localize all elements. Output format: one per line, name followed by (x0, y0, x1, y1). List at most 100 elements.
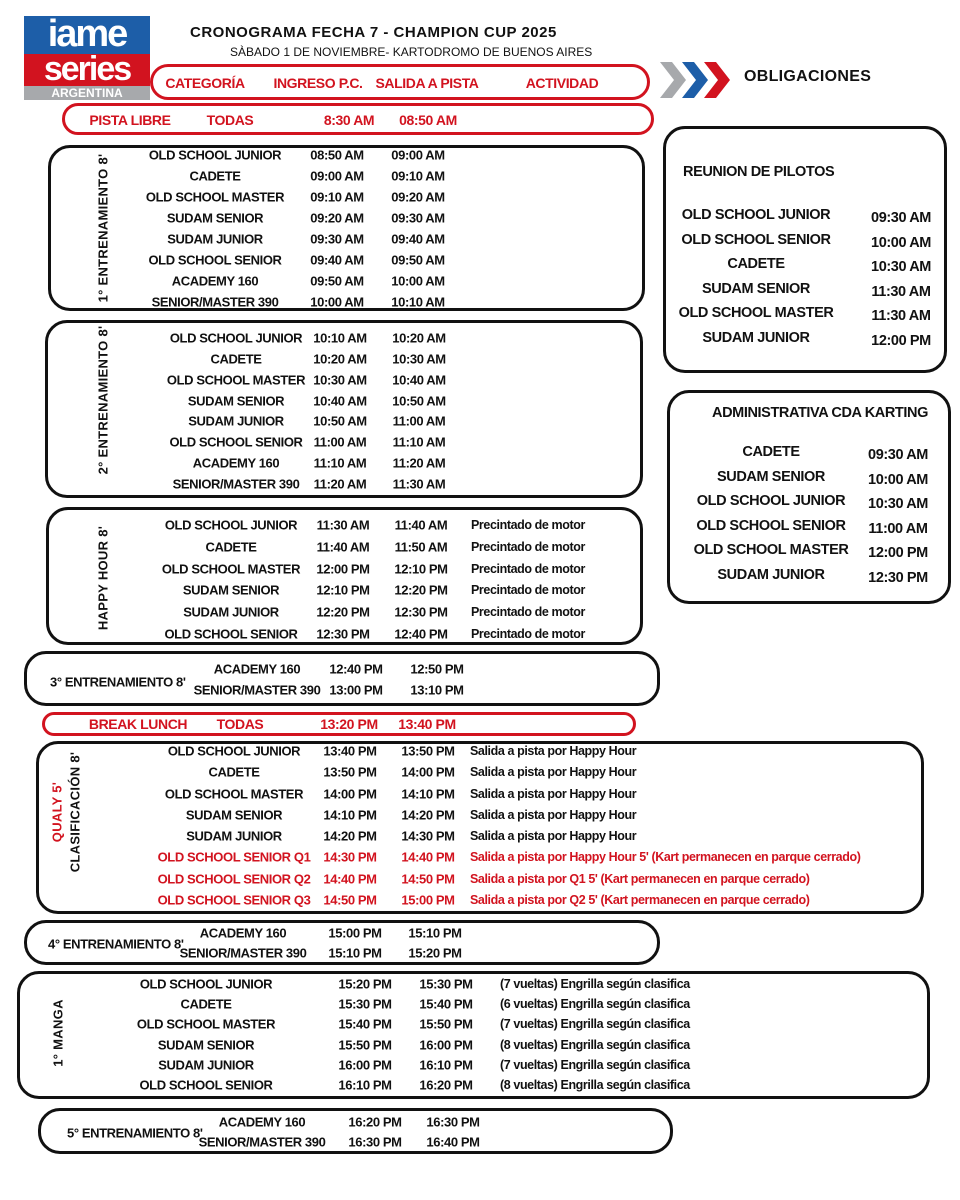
obligation-time: 09:30 AM (868, 447, 928, 463)
salida-time: 10:00 AM (391, 273, 445, 289)
page-subtitle: SÀBADO 1 DE NOVIEMBRE- KARTODROMO DE BUE… (230, 45, 593, 59)
session-block (17, 971, 930, 1099)
category: SUDAM JUNIOR (188, 413, 284, 429)
pista-libre-cat: TODAS (206, 112, 254, 128)
category: OLD SCHOOL SENIOR Q2 (157, 871, 311, 887)
category: SUDAM SENIOR (187, 393, 285, 409)
ingreso-time: 10:20 AM (313, 351, 367, 367)
pista-libre-out: 08:50 AM (399, 112, 457, 128)
ingreso-time: 10:40 AM (313, 393, 367, 409)
obligation-time: 11:30 AM (871, 308, 931, 325)
obligation-category: CADETE (742, 444, 800, 460)
activity: (7 vueltas) Engrilla según clasifica (500, 977, 690, 991)
activity: Salida a pista por Happy Hour (470, 786, 637, 801)
category: OLD SCHOOL JUNIOR (148, 147, 282, 163)
ingreso-time: 14:20 PM (323, 828, 377, 844)
obligation-time: 12:00 PM (871, 333, 931, 349)
obligation-time: 11:00 AM (868, 520, 928, 537)
activity: (6 vueltas) Engrilla según clasifica (500, 997, 690, 1012)
activity: Precintado de motor (471, 583, 585, 598)
activity: Precintado de motor (471, 605, 585, 620)
obligation-time: 09:30 AM (871, 210, 931, 226)
break-lunch-out: 13:40 PM (398, 716, 456, 732)
obligation-time: 10:30 AM (871, 259, 931, 276)
session-label: 1° MANGA (50, 999, 66, 1067)
ingreso-time: 14:50 PM (323, 892, 377, 908)
category: CADETE (208, 764, 260, 780)
category: OLD SCHOOL SENIOR Q3 (157, 892, 311, 908)
salida-time: 11:00 AM (392, 413, 446, 429)
session-sublabel: QUALY 5' (49, 781, 65, 843)
activity: Precintado de motor (471, 627, 585, 641)
category: OLD SCHOOL JUNIOR (167, 743, 301, 759)
column-header: ACTIVIDAD (525, 75, 599, 91)
ingreso-time: 14:30 PM (323, 849, 377, 865)
obligation-category: OLD SCHOOL JUNIOR (696, 493, 846, 510)
ingreso-time: 15:40 PM (338, 1016, 392, 1032)
ingreso-time: 10:00 AM (310, 294, 364, 310)
category: OLD SCHOOL JUNIOR (139, 976, 273, 992)
salida-time: 15:00 PM (401, 892, 455, 908)
salida-time: 10:10 AM (391, 294, 445, 310)
ingreso-time: 15:00 PM (328, 925, 382, 941)
salida-time: 16:00 PM (419, 1037, 473, 1053)
salida-time: 13:10 PM (410, 682, 464, 698)
category: OLD SCHOOL SENIOR (139, 1077, 273, 1093)
category: OLD SCHOOL JUNIOR (164, 517, 298, 533)
ingreso-time: 11:00 AM (313, 434, 367, 450)
salida-time: 15:50 PM (419, 1016, 473, 1032)
category: SUDAM JUNIOR (186, 828, 282, 844)
category: OLD SCHOOL JUNIOR (169, 330, 303, 346)
salida-time: 14:50 PM (401, 871, 455, 887)
category: OLD SCHOOL MASTER (161, 561, 301, 577)
ingreso-time: 14:10 PM (323, 807, 377, 823)
activity: Salida a pista por Happy Hour (470, 744, 637, 758)
salida-time: 12:30 PM (394, 604, 448, 620)
salida-time: 12:50 PM (410, 661, 464, 677)
salida-time: 12:20 PM (394, 582, 448, 598)
obligation-category: CADETE (727, 256, 785, 273)
session-block (45, 320, 643, 498)
category: OLD SCHOOL MASTER (164, 786, 304, 802)
column-header: INGRESO P.C. (273, 75, 363, 91)
ingreso-time: 12:20 PM (316, 604, 370, 620)
ingreso-time: 10:10 AM (313, 330, 367, 346)
salida-time: 14:30 PM (401, 828, 455, 844)
obligation-time: 10:00 AM (871, 234, 931, 251)
break-lunch-in: 13:20 PM (320, 716, 378, 732)
obligation-block (667, 390, 951, 604)
obligation-time: 11:30 AM (871, 283, 931, 300)
ingreso-time: 11:30 AM (316, 517, 370, 533)
obligation-title: REUNION DE PILOTOS (683, 164, 835, 180)
salida-time: 09:10 AM (391, 168, 445, 184)
pista-libre-row (62, 103, 654, 135)
obligation-category: SUDAM SENIOR (717, 468, 825, 485)
activity: (8 vueltas) Engrilla según clasifica (500, 1037, 690, 1052)
activity: Salida a pista por Q1 5' (Kart permanece… (470, 871, 810, 886)
obligation-title: ADMINISTRATIVA CDA KARTING (712, 405, 928, 421)
obligation-category: OLD SCHOOL SENIOR (696, 517, 846, 534)
salida-time: 09:00 AM (391, 147, 445, 163)
category: SENIOR/MASTER 390 (198, 1134, 326, 1150)
salida-time: 16:40 PM (426, 1134, 480, 1150)
ingreso-time: 13:00 PM (329, 682, 383, 698)
session-block (38, 1108, 673, 1154)
salida-time: 13:50 PM (401, 743, 455, 759)
ingreso-time: 15:30 PM (338, 996, 392, 1012)
salida-time: 11:30 AM (392, 476, 446, 492)
activity: Salida a pista por Happy Hour 5' (Kart p… (470, 850, 861, 865)
ingreso-time: 09:50 AM (310, 273, 364, 289)
ingreso-time: 16:20 PM (348, 1114, 402, 1130)
obligation-time: 10:00 AM (868, 471, 928, 488)
pista-libre-label: PISTA LIBRE (89, 112, 171, 128)
ingreso-time: 11:20 AM (313, 476, 367, 492)
session-block (48, 145, 645, 311)
salida-time: 11:40 AM (394, 517, 448, 533)
session-label: CLASIFICACIÓN 8' (67, 751, 83, 873)
ingreso-time: 16:00 PM (338, 1057, 392, 1073)
salida-time: 14:00 PM (401, 764, 455, 780)
session-label: 2° ENTRENAMIENTO 8' (95, 325, 111, 475)
pista-libre-in: 8:30 AM (323, 112, 375, 128)
salida-time: 14:20 PM (401, 807, 455, 823)
obligation-category: OLD SCHOOL JUNIOR (681, 207, 831, 223)
